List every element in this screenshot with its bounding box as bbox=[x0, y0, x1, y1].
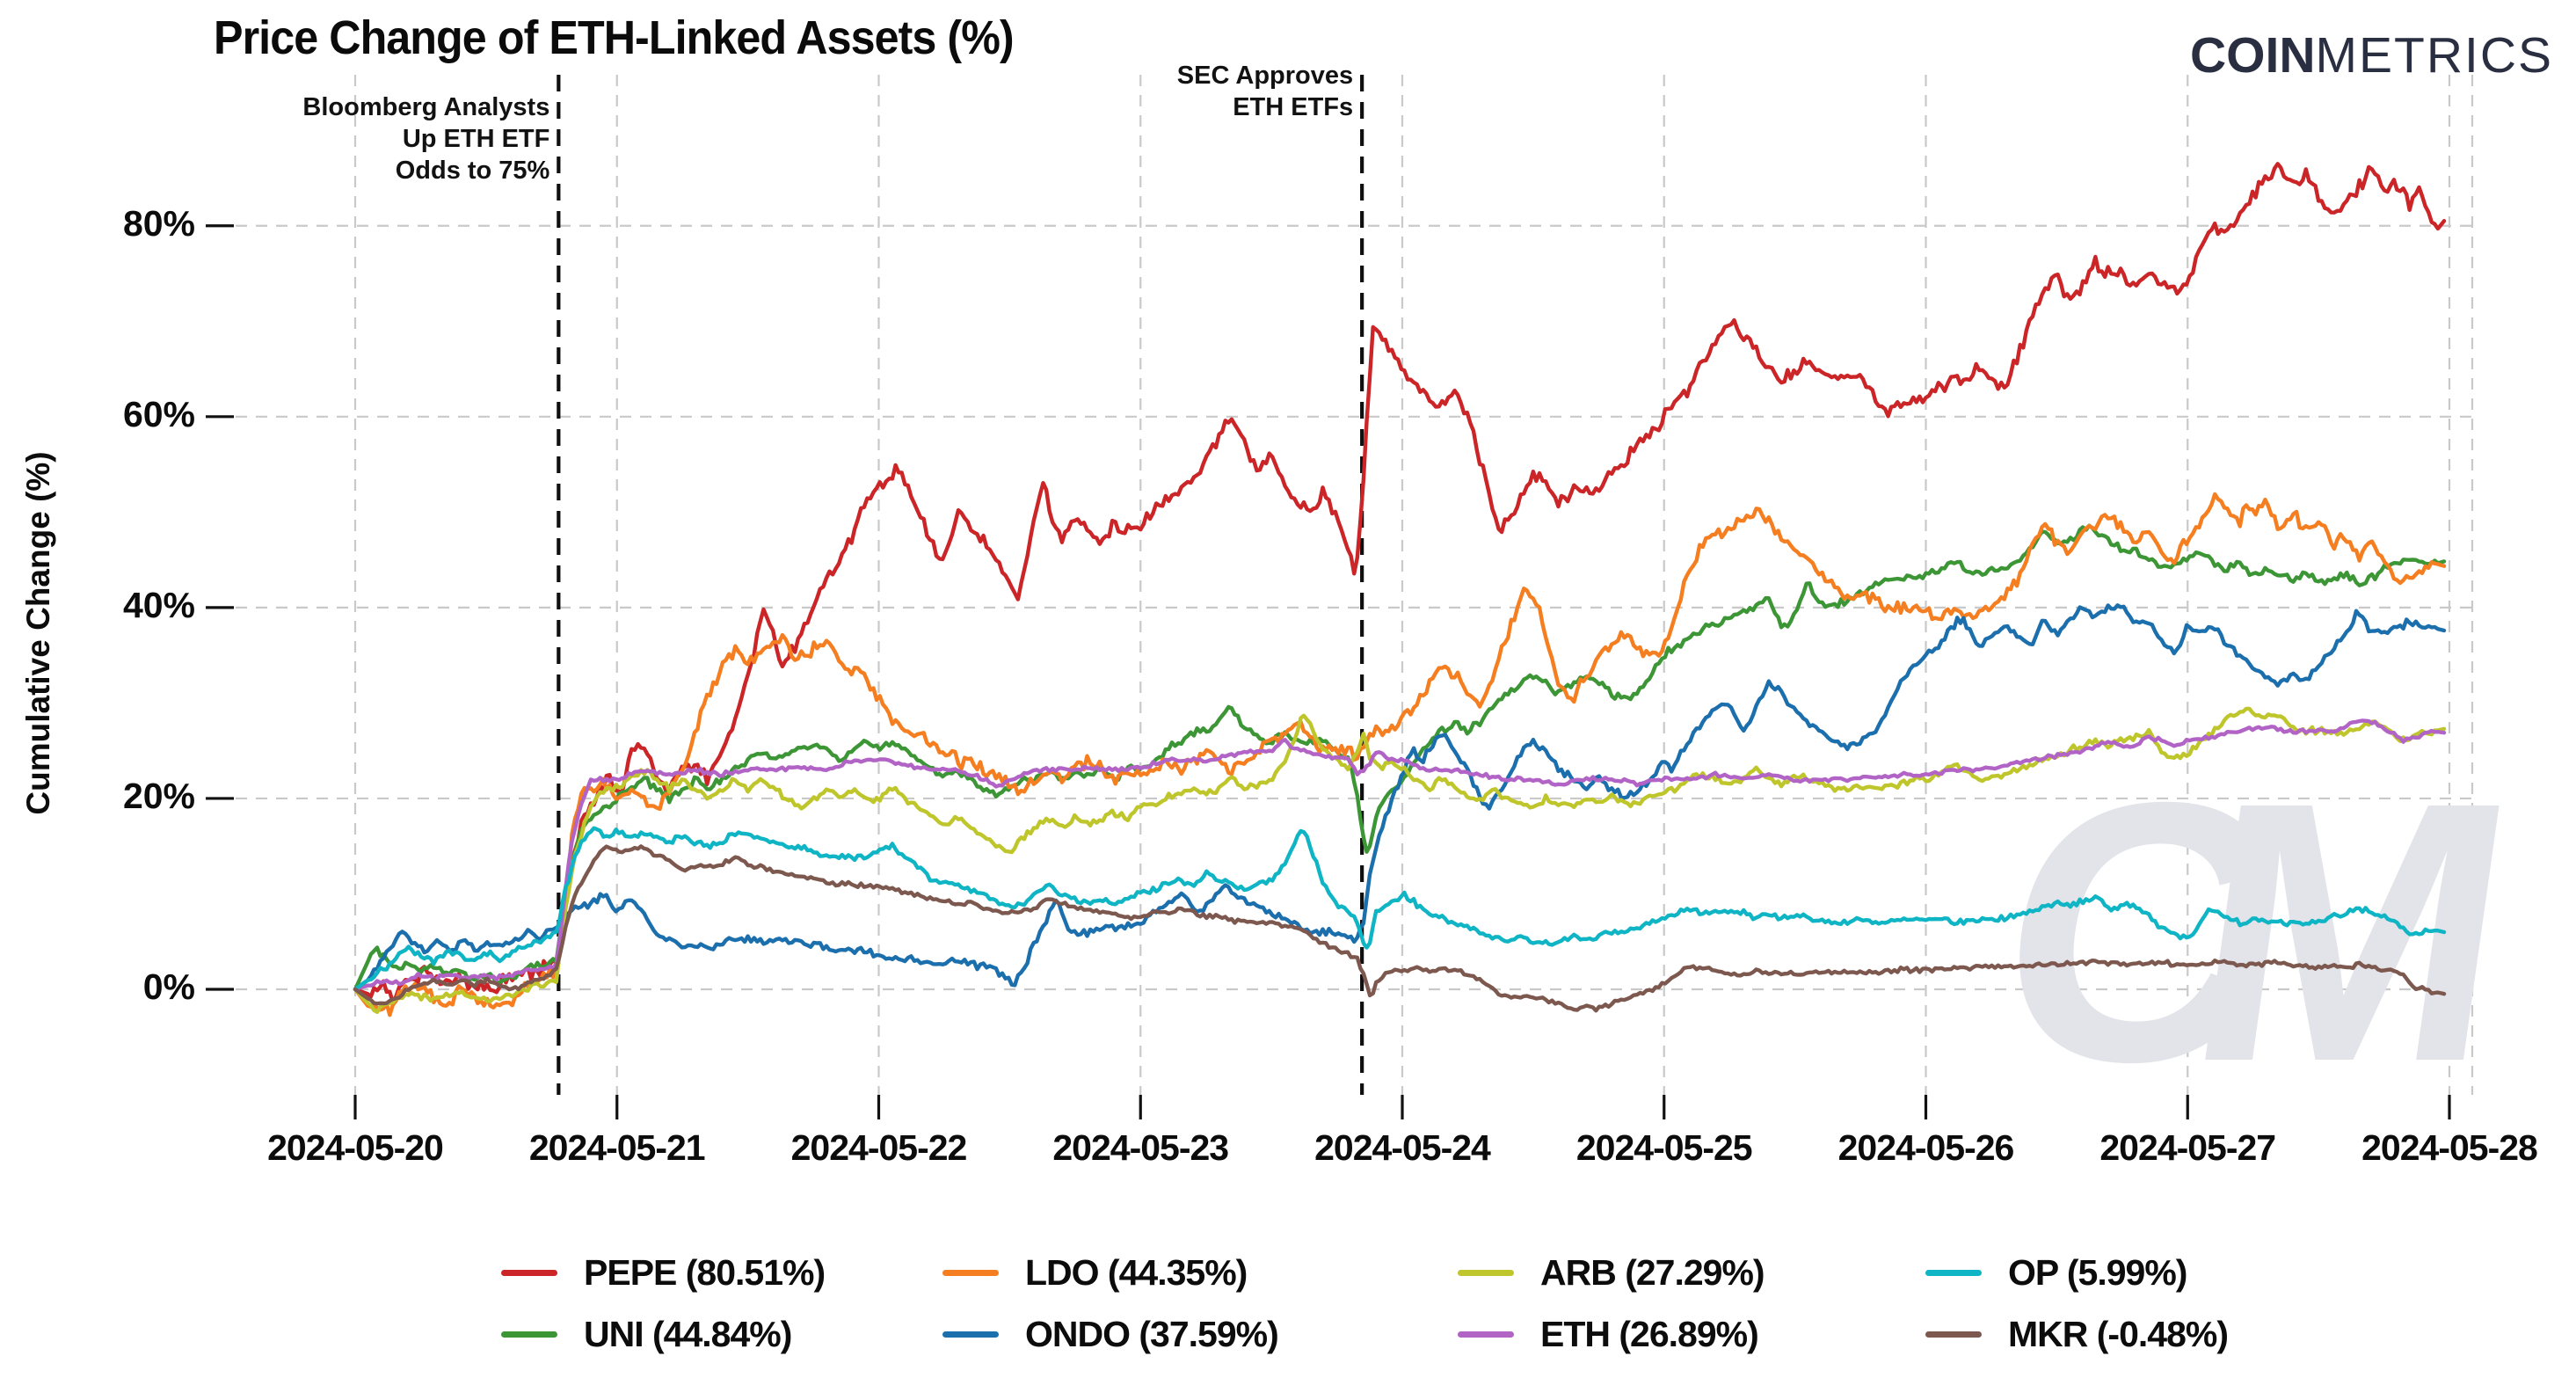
annotation-text-line: Bloomberg Analysts bbox=[302, 93, 550, 121]
series-line-op bbox=[353, 826, 2447, 992]
legend-item-op: OP (5.99%) bbox=[1925, 1252, 2187, 1293]
series-line-arb bbox=[353, 706, 2447, 1014]
annotation-text-line: SEC Approves bbox=[1176, 62, 1354, 90]
legend-swatch-arb bbox=[1458, 1269, 1514, 1276]
legend-swatch-ondo bbox=[942, 1331, 999, 1338]
legend-label: ONDO (37.59%) bbox=[1025, 1313, 1279, 1354]
series-line-ldo bbox=[353, 492, 2447, 1017]
annotation-text-line: Up ETH ETF bbox=[402, 125, 550, 153]
legend-swatch-pepe bbox=[501, 1269, 557, 1276]
legend-item-ondo: ONDO (37.59%) bbox=[942, 1313, 1279, 1354]
annotation-text-0: Bloomberg Analysts Up ETH ETF Odds to 75% bbox=[302, 91, 549, 186]
legend-label: ARB (27.29%) bbox=[1540, 1251, 1765, 1293]
y-tick-label: 40% bbox=[122, 584, 195, 625]
coinmetrics-logo: COINMETRICS bbox=[2190, 26, 2553, 84]
tick-marks bbox=[206, 224, 2451, 1119]
series-line-eth bbox=[353, 718, 2447, 992]
y-tick-label: 20% bbox=[122, 775, 195, 816]
chart-title: Price Change of ETH-Linked Assets (%) bbox=[214, 11, 1015, 64]
x-tick-label: 2024-05-27 bbox=[2099, 1127, 2276, 1168]
legend-label: LDO (44.35%) bbox=[1025, 1251, 1248, 1293]
x-tick-label: 2024-05-23 bbox=[1052, 1127, 1229, 1168]
legend-item-eth: ETH (26.89%) bbox=[1458, 1313, 1759, 1354]
legend-label: UNI (44.84%) bbox=[584, 1313, 792, 1354]
legend-swatch-mkr bbox=[1925, 1331, 1982, 1338]
y-tick-label: 80% bbox=[122, 202, 195, 244]
legend-item-mkr: MKR (-0.48%) bbox=[1925, 1313, 2229, 1354]
legend-swatch-eth bbox=[1458, 1331, 1514, 1338]
logo-metrics-text: METRICS bbox=[2315, 27, 2553, 84]
series-line-mkr bbox=[353, 844, 2447, 1013]
legend-item-arb: ARB (27.29%) bbox=[1458, 1252, 1765, 1293]
legend-label: MKR (-0.48%) bbox=[2008, 1313, 2229, 1354]
legend-swatch-op bbox=[1925, 1269, 1982, 1276]
legend-label: PEPE (80.51%) bbox=[584, 1251, 826, 1293]
legend-item-ldo: LDO (44.35%) bbox=[942, 1251, 1248, 1293]
legend-label: OP (5.99%) bbox=[2008, 1251, 2187, 1293]
x-tick-label: 2024-05-22 bbox=[790, 1127, 968, 1168]
legend-swatch-ldo bbox=[942, 1269, 999, 1276]
annotation-text-line: ETH ETFs bbox=[1233, 93, 1354, 121]
annotation-text-1: SEC Approves ETH ETFs bbox=[1177, 60, 1353, 123]
annotation-text-line: Odds to 75% bbox=[395, 157, 550, 185]
series-line-ondo bbox=[353, 603, 2447, 992]
legend-swatch-uni bbox=[501, 1331, 557, 1338]
x-tick-label: 2024-05-28 bbox=[2361, 1127, 2538, 1168]
y-tick-label: 0% bbox=[142, 966, 195, 1007]
x-tick-label: 2024-05-26 bbox=[1837, 1127, 2015, 1168]
gridlines bbox=[236, 75, 2474, 1095]
x-tick-label: 2024-05-25 bbox=[1575, 1127, 1753, 1168]
x-tick-label: 2024-05-21 bbox=[528, 1127, 706, 1168]
legend-item-uni: UNI (44.84%) bbox=[501, 1313, 792, 1354]
legend-item-pepe: PEPE (80.51%) bbox=[501, 1251, 826, 1293]
x-tick-label: 2024-05-20 bbox=[267, 1127, 444, 1168]
legend-label: ETH (26.89%) bbox=[1540, 1313, 1759, 1354]
y-tick-label: 60% bbox=[122, 393, 195, 434]
x-tick-label: 2024-05-24 bbox=[1314, 1127, 1491, 1168]
logo-coin-text: COIN bbox=[2190, 27, 2316, 84]
